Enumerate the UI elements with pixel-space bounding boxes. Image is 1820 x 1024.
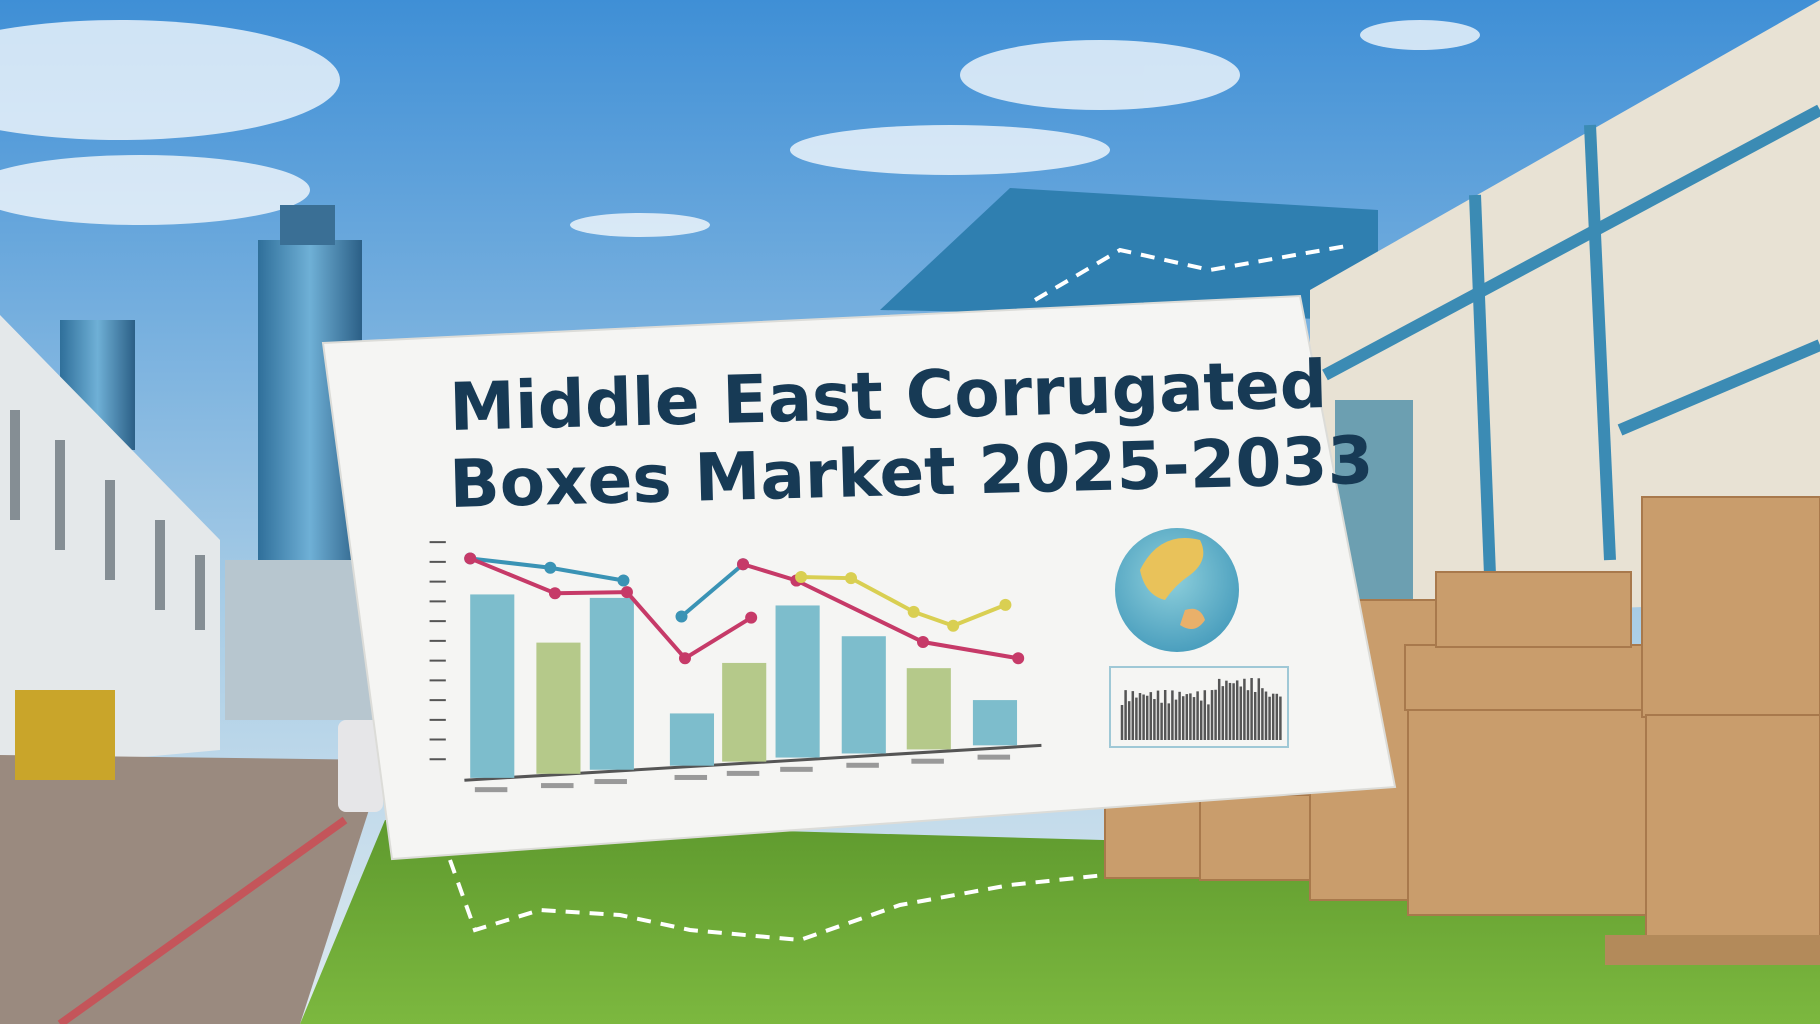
bar-label — [674, 774, 708, 780]
bar-label — [726, 770, 760, 776]
red-line — [742, 562, 798, 583]
chart-bar — [775, 605, 820, 758]
yellow-line-point — [999, 598, 1012, 611]
red-line-point — [1012, 652, 1025, 665]
globe-icon — [1115, 528, 1239, 652]
dashed-trend-bottom — [448, 859, 1106, 943]
yellow-line-point — [947, 619, 960, 632]
yellow-line-point — [907, 605, 920, 618]
right-building — [1310, 0, 1820, 620]
yellow-line-point — [845, 572, 858, 585]
forklift — [15, 690, 115, 780]
parked-car — [338, 720, 383, 812]
pallet — [1605, 935, 1820, 965]
chart-bar — [669, 713, 715, 766]
illustration-chart — [429, 541, 1042, 793]
chart-bar — [589, 597, 634, 770]
blue-line — [680, 562, 745, 619]
pavement — [0, 755, 385, 1024]
blue-line-point — [675, 610, 688, 623]
right-building-stripes — [1322, 104, 1820, 576]
chart-bar — [536, 642, 581, 774]
left-building-windows — [10, 410, 205, 630]
bar-label — [541, 783, 574, 789]
dashed-trend-top — [1033, 243, 1353, 302]
poster-board: Middle East Corrugated Boxes Market 2025… — [321, 294, 1397, 861]
red-line-point — [745, 611, 758, 624]
mini-bar-chart-icon — [1109, 666, 1289, 748]
chart-bar — [470, 594, 515, 778]
bar-label — [780, 766, 813, 772]
blue-line-point — [544, 561, 557, 574]
bar-label — [474, 787, 508, 793]
red-line-point — [737, 558, 750, 571]
chart-bar — [972, 700, 1018, 746]
clouds — [0, 20, 1480, 237]
chart-bar — [841, 636, 886, 754]
bar-label — [594, 779, 627, 785]
red-line-point — [916, 636, 929, 649]
red-line-point — [678, 652, 691, 665]
mid-building — [225, 560, 375, 720]
blue-line-point — [617, 574, 630, 587]
red-line-point — [620, 586, 633, 599]
pavement-stripe — [57, 816, 348, 1024]
red-line-point — [464, 552, 477, 565]
bar-label — [846, 762, 879, 768]
tower-crown — [280, 205, 335, 245]
red-line-point — [548, 587, 561, 600]
chart-bar — [722, 662, 767, 762]
yellow-line-point — [795, 571, 808, 584]
bar-label — [977, 754, 1011, 760]
chart-bar — [906, 668, 951, 750]
chart-baseline — [464, 743, 1042, 782]
bar-label — [911, 758, 944, 764]
cardboard-box-stacks — [1104, 496, 1820, 946]
